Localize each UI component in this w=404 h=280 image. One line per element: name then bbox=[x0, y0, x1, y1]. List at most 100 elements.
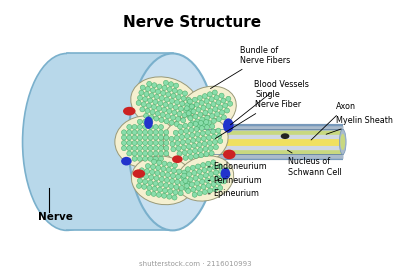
Text: Bundle of
Nerve Fibers: Bundle of Nerve Fibers bbox=[210, 46, 290, 88]
Circle shape bbox=[213, 145, 219, 150]
Circle shape bbox=[165, 172, 170, 178]
Circle shape bbox=[219, 169, 224, 174]
Circle shape bbox=[193, 148, 198, 153]
Circle shape bbox=[148, 146, 153, 151]
Circle shape bbox=[186, 97, 191, 102]
Ellipse shape bbox=[163, 115, 228, 165]
Circle shape bbox=[199, 100, 204, 105]
Circle shape bbox=[164, 146, 169, 151]
Circle shape bbox=[176, 174, 181, 179]
Circle shape bbox=[143, 125, 147, 130]
Circle shape bbox=[202, 94, 207, 99]
Circle shape bbox=[192, 97, 198, 102]
Ellipse shape bbox=[221, 168, 230, 179]
Circle shape bbox=[190, 121, 195, 126]
Ellipse shape bbox=[128, 53, 217, 230]
Circle shape bbox=[122, 130, 126, 135]
Polygon shape bbox=[67, 53, 173, 230]
Circle shape bbox=[157, 187, 162, 192]
Circle shape bbox=[153, 130, 158, 135]
Circle shape bbox=[153, 151, 158, 156]
Circle shape bbox=[164, 97, 169, 102]
Circle shape bbox=[174, 185, 179, 190]
Text: Nucleus of
Schwann Cell: Nucleus of Schwann Cell bbox=[287, 150, 342, 177]
Circle shape bbox=[202, 122, 206, 127]
Circle shape bbox=[164, 130, 169, 135]
Circle shape bbox=[162, 161, 167, 166]
Circle shape bbox=[186, 111, 191, 116]
Circle shape bbox=[187, 172, 191, 177]
Circle shape bbox=[173, 163, 177, 168]
Text: Axon: Axon bbox=[311, 102, 356, 140]
Circle shape bbox=[212, 134, 217, 139]
Circle shape bbox=[206, 104, 211, 109]
Circle shape bbox=[199, 126, 204, 131]
Circle shape bbox=[208, 146, 213, 151]
Circle shape bbox=[211, 118, 217, 123]
Circle shape bbox=[174, 122, 179, 127]
Circle shape bbox=[167, 194, 172, 199]
Circle shape bbox=[215, 175, 220, 180]
Circle shape bbox=[184, 106, 189, 111]
Circle shape bbox=[158, 135, 164, 140]
Circle shape bbox=[198, 174, 203, 179]
Circle shape bbox=[193, 121, 198, 126]
Circle shape bbox=[170, 98, 175, 103]
Circle shape bbox=[187, 149, 192, 154]
Circle shape bbox=[195, 119, 200, 124]
Circle shape bbox=[143, 130, 147, 135]
Circle shape bbox=[187, 114, 192, 119]
Circle shape bbox=[210, 124, 215, 129]
Circle shape bbox=[156, 165, 161, 170]
Circle shape bbox=[137, 151, 142, 156]
Circle shape bbox=[153, 125, 158, 130]
Circle shape bbox=[145, 87, 150, 92]
Circle shape bbox=[214, 170, 219, 175]
Circle shape bbox=[186, 188, 191, 193]
Circle shape bbox=[158, 101, 163, 106]
Circle shape bbox=[225, 108, 229, 113]
Circle shape bbox=[166, 92, 171, 97]
Circle shape bbox=[161, 90, 166, 95]
Circle shape bbox=[174, 83, 179, 88]
Circle shape bbox=[158, 182, 163, 187]
Circle shape bbox=[180, 140, 185, 145]
Circle shape bbox=[208, 188, 213, 193]
Circle shape bbox=[223, 103, 228, 108]
Circle shape bbox=[180, 180, 185, 185]
Circle shape bbox=[185, 139, 191, 144]
Circle shape bbox=[149, 93, 154, 98]
Circle shape bbox=[140, 107, 145, 112]
Circle shape bbox=[219, 93, 224, 98]
Circle shape bbox=[190, 165, 196, 170]
Circle shape bbox=[152, 186, 157, 191]
Circle shape bbox=[170, 179, 175, 183]
Circle shape bbox=[218, 139, 223, 144]
Circle shape bbox=[213, 107, 218, 112]
Circle shape bbox=[157, 160, 162, 165]
Circle shape bbox=[160, 112, 165, 117]
Circle shape bbox=[146, 103, 152, 108]
Circle shape bbox=[177, 169, 182, 174]
Ellipse shape bbox=[223, 118, 234, 133]
Circle shape bbox=[137, 135, 142, 140]
Circle shape bbox=[187, 144, 191, 149]
Circle shape bbox=[148, 140, 153, 145]
Circle shape bbox=[170, 173, 175, 178]
Circle shape bbox=[150, 109, 155, 115]
Circle shape bbox=[137, 95, 143, 100]
Circle shape bbox=[137, 178, 143, 183]
Circle shape bbox=[155, 111, 160, 116]
Circle shape bbox=[188, 122, 193, 127]
Circle shape bbox=[204, 125, 210, 130]
Circle shape bbox=[225, 172, 230, 178]
Circle shape bbox=[122, 146, 126, 151]
Circle shape bbox=[136, 101, 141, 105]
Circle shape bbox=[217, 180, 221, 185]
Circle shape bbox=[169, 120, 174, 125]
Circle shape bbox=[154, 116, 159, 121]
Circle shape bbox=[214, 95, 219, 100]
Circle shape bbox=[206, 135, 211, 140]
Circle shape bbox=[151, 164, 156, 169]
Circle shape bbox=[148, 130, 153, 135]
